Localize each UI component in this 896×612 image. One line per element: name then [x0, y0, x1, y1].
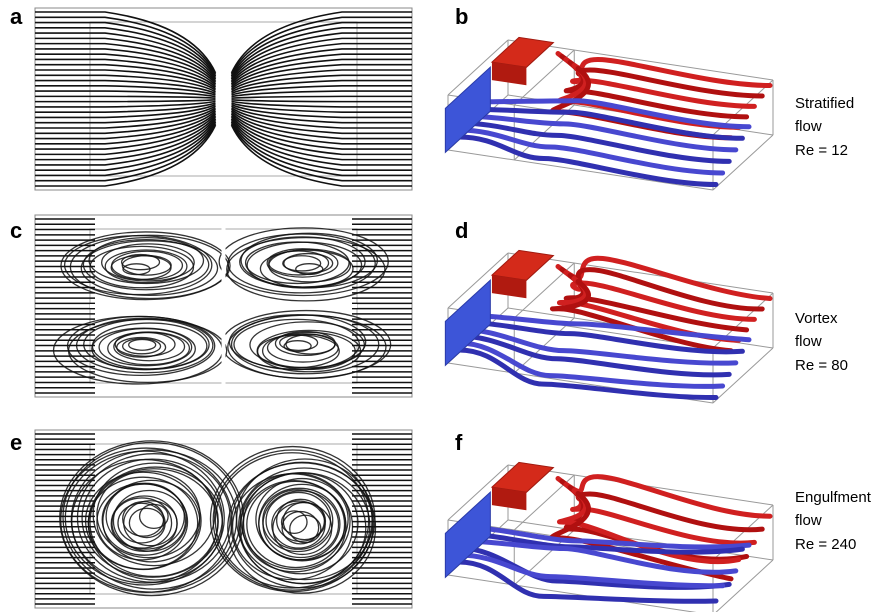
streamline [35, 59, 412, 87]
vortex-streamline [129, 508, 164, 537]
domain-frame [35, 8, 412, 190]
panel-label: c [10, 218, 22, 243]
streamline [35, 17, 412, 74]
streamline [35, 119, 412, 165]
vortex-streamline [280, 335, 318, 350]
annotation: Re = 80 [795, 357, 848, 374]
annotation: flow [795, 118, 822, 135]
hot-inlet [492, 37, 553, 67]
panel-label: f [455, 430, 463, 455]
tube-panel [445, 37, 773, 190]
streamline [35, 75, 412, 92]
vortex-streamline [84, 319, 209, 369]
streamline [35, 125, 412, 186]
annotation: Re = 240 [795, 536, 856, 553]
annotation: Stratified [795, 95, 854, 112]
tube-panel [445, 250, 773, 403]
annotation: flow [795, 333, 822, 350]
hot-inlet [492, 462, 553, 492]
hot-inlet [492, 250, 553, 280]
vortex-streamline [108, 332, 190, 365]
tube-panel [445, 462, 773, 612]
tube [562, 57, 762, 96]
streamline [35, 12, 412, 73]
annotation: flow [795, 512, 822, 529]
streamline-panel [35, 215, 412, 397]
domain-frame [35, 430, 412, 608]
streamline [35, 33, 412, 79]
streamline [35, 111, 412, 139]
streamline [35, 100, 412, 102]
panel-label: a [10, 4, 23, 29]
vortex-streamline [129, 339, 156, 350]
vortex-streamline [111, 256, 171, 280]
streamline-panel [35, 430, 412, 608]
annotation: Re = 12 [795, 142, 848, 159]
panel-label: e [10, 430, 22, 455]
panel-label: b [455, 4, 468, 29]
annotation: Vortex [795, 310, 838, 327]
vortex-streamline [124, 501, 177, 546]
streamline [35, 96, 412, 98]
streamline [35, 124, 412, 181]
streamline-panel [35, 8, 412, 190]
annotation: Engulfment [795, 489, 872, 506]
streamline [35, 106, 412, 123]
tube [552, 282, 731, 351]
inner-frame [90, 22, 357, 176]
figure: a b c d e f Stratified flow Re = 12 Vort… [0, 0, 896, 612]
panel-label: d [455, 218, 468, 243]
